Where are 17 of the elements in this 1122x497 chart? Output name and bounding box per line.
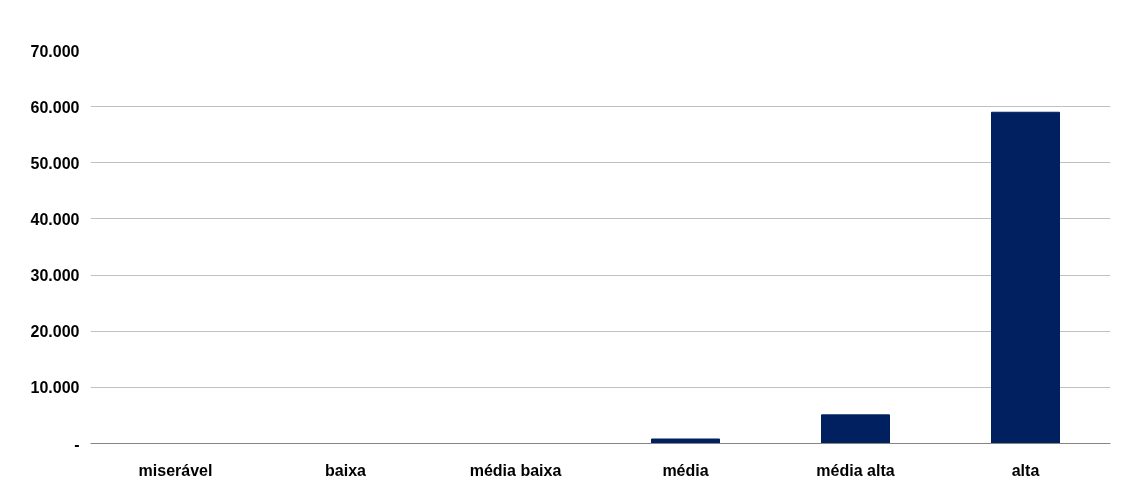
y-tick-label: 60.000 (30, 98, 80, 116)
bar (821, 414, 890, 444)
x-tick-label: média alta (816, 461, 895, 479)
y-tick-label: 30.000 (30, 267, 80, 285)
y-tick-label: 70.000 (30, 42, 80, 60)
x-tick-label: miserável (138, 461, 213, 479)
bar (651, 438, 720, 444)
y-tick-label: 50.000 (30, 154, 80, 172)
bar (991, 111, 1060, 444)
y-tick-label: 10.000 (30, 379, 80, 397)
x-tick-label: média baixa (469, 461, 562, 479)
y-tick-label: - (74, 435, 80, 453)
x-tick-label: média (662, 461, 709, 479)
x-tick-label: alta (1011, 461, 1040, 479)
x-tick-label: baixa (325, 461, 367, 479)
y-tick-label: 40.000 (30, 210, 80, 228)
y-tick-label: 20.000 (30, 323, 80, 341)
